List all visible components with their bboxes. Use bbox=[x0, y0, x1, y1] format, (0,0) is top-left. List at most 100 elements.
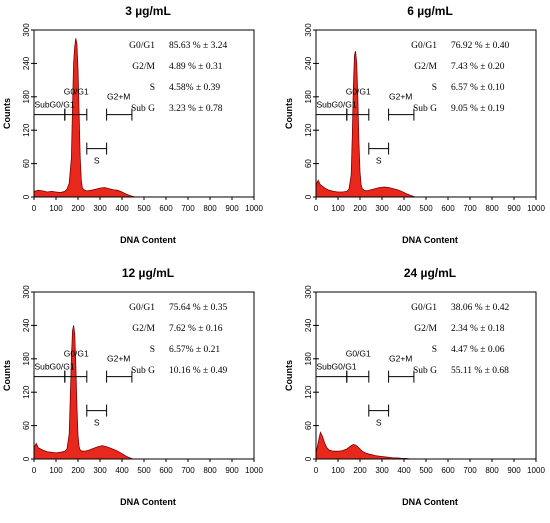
stat-value: 6.57% ± 0.21 bbox=[169, 345, 220, 355]
x-tick-label: 700 bbox=[181, 204, 195, 213]
stat-value: 4.47 % ± 0.06 bbox=[451, 345, 505, 355]
stat-value: 7.43 % ± 0.20 bbox=[451, 62, 505, 72]
y-tick-label: 0 bbox=[22, 456, 31, 461]
stat-label: S bbox=[150, 345, 155, 355]
stat-value: 4.58% ± 0.39 bbox=[169, 83, 220, 93]
x-tick-label: 0 bbox=[314, 466, 319, 475]
y-tick-label: 240 bbox=[304, 56, 313, 70]
x-tick-label: 300 bbox=[93, 204, 107, 213]
gate-label-g2m: G2+M bbox=[389, 92, 412, 102]
x-tick-label: 800 bbox=[203, 204, 217, 213]
histogram-area bbox=[315, 431, 411, 460]
y-tick-label: 300 bbox=[304, 285, 313, 299]
y-tick-label: 180 bbox=[22, 352, 31, 366]
stat-value: 85.63 % ± 3.24 bbox=[169, 41, 228, 51]
y-tick-label: 180 bbox=[304, 90, 313, 104]
gate-label-g2m: G2+M bbox=[107, 354, 130, 364]
y-tick-label: 0 bbox=[304, 194, 313, 199]
histogram-area bbox=[33, 325, 134, 460]
stat-label: Sub G bbox=[413, 366, 437, 376]
x-tick-label: 800 bbox=[485, 466, 499, 475]
gate-label-s: S bbox=[94, 156, 100, 166]
x-tick-label: 100 bbox=[49, 466, 63, 475]
stat-label: G0/G1 bbox=[129, 303, 155, 313]
histogram-panel: 3 µg/mL 0 60 120 180 240 300 0 100 200 300 400 500 60… bbox=[0, 0, 275, 261]
stat-label: G0/G1 bbox=[129, 41, 155, 51]
stat-label: Sub G bbox=[131, 366, 155, 376]
gate-label-g0g1: G0/G1 bbox=[64, 87, 89, 97]
x-tick-label: 400 bbox=[397, 204, 411, 213]
chart-title: 12 µg/mL bbox=[122, 266, 174, 280]
x-tick-label: 1000 bbox=[527, 466, 545, 475]
gate-label-s: S bbox=[376, 156, 382, 166]
stat-value: 6.57 % ± 0.10 bbox=[451, 83, 505, 93]
stat-value: 9.05 % ± 0.19 bbox=[451, 104, 505, 114]
y-axis-label: Counts bbox=[284, 360, 294, 391]
x-tick-label: 300 bbox=[375, 204, 389, 213]
y-tick-label: 240 bbox=[22, 318, 31, 332]
gate-label-subg0g1: SubG0/G1 bbox=[34, 362, 74, 372]
stat-value: 55.11 % ± 0.68 bbox=[451, 366, 509, 376]
gate-label-s: S bbox=[376, 418, 382, 428]
x-tick-label: 1000 bbox=[245, 204, 263, 213]
x-tick-label: 200 bbox=[71, 204, 85, 213]
x-tick-label: 600 bbox=[441, 466, 455, 475]
stat-label: G2/M bbox=[132, 62, 155, 72]
y-tick-label: 300 bbox=[22, 285, 31, 299]
gate-label-g2m: G2+M bbox=[389, 354, 412, 364]
histogram-panel: 6 µg/mL 0 60 120 180 240 300 0 100 200 300 400 500 60… bbox=[282, 0, 550, 261]
x-tick-label: 900 bbox=[507, 466, 521, 475]
x-tick-label: 200 bbox=[353, 204, 367, 213]
stat-value: 7.62 % ± 0.16 bbox=[169, 324, 223, 334]
x-tick-label: 600 bbox=[159, 466, 173, 475]
gate-label-subg0g1: SubG0/G1 bbox=[316, 100, 356, 110]
x-tick-label: 400 bbox=[397, 466, 411, 475]
gate-label-g0g1: G0/G1 bbox=[346, 87, 371, 97]
chart-title: 24 µg/mL bbox=[404, 266, 456, 280]
x-tick-label: 400 bbox=[115, 466, 129, 475]
x-tick-label: 400 bbox=[115, 204, 129, 213]
stat-label: G2/M bbox=[414, 62, 437, 72]
histogram-svg: 12 µg/mL 0 60 120 180 240 300 0 100 200 300 400 500 6… bbox=[2, 266, 263, 507]
histogram-svg: 24 µg/mL 0 60 120 180 240 300 0 100 200 300 400 500 6… bbox=[284, 266, 545, 507]
x-tick-label: 0 bbox=[32, 466, 37, 475]
y-tick-label: 120 bbox=[22, 123, 31, 137]
x-tick-label: 900 bbox=[507, 204, 521, 213]
x-tick-label: 0 bbox=[314, 204, 319, 213]
x-tick-label: 700 bbox=[463, 204, 477, 213]
histogram-panel: 12 µg/mL 0 60 120 180 240 300 0 100 200 300 400 500 6… bbox=[0, 262, 275, 523]
x-axis-label: DNA Content bbox=[120, 497, 176, 507]
y-tick-label: 60 bbox=[22, 421, 31, 430]
histogram-area bbox=[33, 38, 136, 198]
x-tick-label: 100 bbox=[49, 204, 63, 213]
stat-value: 3.23 % ± 0.78 bbox=[169, 104, 223, 114]
stat-value: 2.34 % ± 0.18 bbox=[451, 324, 505, 334]
x-tick-label: 1000 bbox=[245, 466, 263, 475]
histogram-svg: 3 µg/mL 0 60 120 180 240 300 0 100 200 300 400 500 60… bbox=[2, 4, 263, 245]
stat-value: 4.89 % ± 0.31 bbox=[169, 62, 223, 72]
y-tick-label: 300 bbox=[304, 23, 313, 37]
histogram-area bbox=[315, 51, 416, 198]
gate-label-s: S bbox=[94, 418, 100, 428]
x-tick-label: 800 bbox=[203, 466, 217, 475]
stat-label: G0/G1 bbox=[411, 303, 437, 313]
y-tick-label: 60 bbox=[304, 421, 313, 430]
x-tick-label: 600 bbox=[441, 204, 455, 213]
histogram-svg: 6 µg/mL 0 60 120 180 240 300 0 100 200 300 400 500 60… bbox=[284, 4, 545, 245]
stat-label: Sub G bbox=[131, 104, 155, 114]
gate-label-subg0g1: SubG0/G1 bbox=[316, 362, 356, 372]
gate-label-g2m: G2+M bbox=[107, 92, 130, 102]
x-tick-label: 200 bbox=[71, 466, 85, 475]
x-tick-label: 300 bbox=[375, 466, 389, 475]
y-tick-label: 240 bbox=[304, 318, 313, 332]
x-axis-label: DNA Content bbox=[402, 497, 458, 507]
stat-value: 76.92 % ± 0.40 bbox=[451, 41, 510, 51]
histogram-panel: 24 µg/mL 0 60 120 180 240 300 0 100 200 300 400 500 6… bbox=[282, 262, 550, 523]
y-tick-label: 240 bbox=[22, 56, 31, 70]
y-axis-label: Counts bbox=[284, 98, 294, 129]
stat-label: S bbox=[432, 83, 437, 93]
chart-title: 3 µg/mL bbox=[125, 4, 171, 18]
x-tick-label: 100 bbox=[331, 204, 345, 213]
gate-label-subg0g1: SubG0/G1 bbox=[34, 100, 74, 110]
y-tick-label: 60 bbox=[22, 159, 31, 168]
